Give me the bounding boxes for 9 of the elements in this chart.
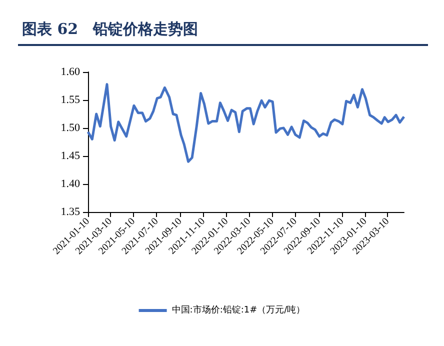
legend-label: 中国:市场价:铅锭:1#（万元/吨）	[172, 304, 306, 316]
y-tick-label: 1.55	[60, 94, 80, 106]
y-tick-label: 1.45	[60, 150, 80, 162]
line-series	[86, 83, 406, 163]
y-tick-label: 1.40	[60, 178, 80, 190]
y-tick-label: 1.35	[60, 206, 80, 218]
y-tick-label: 1.50	[60, 122, 80, 134]
y-tick-label: 1.60	[60, 66, 80, 78]
chart-title: 图表 62 铅锭价格走势图	[22, 20, 198, 39]
